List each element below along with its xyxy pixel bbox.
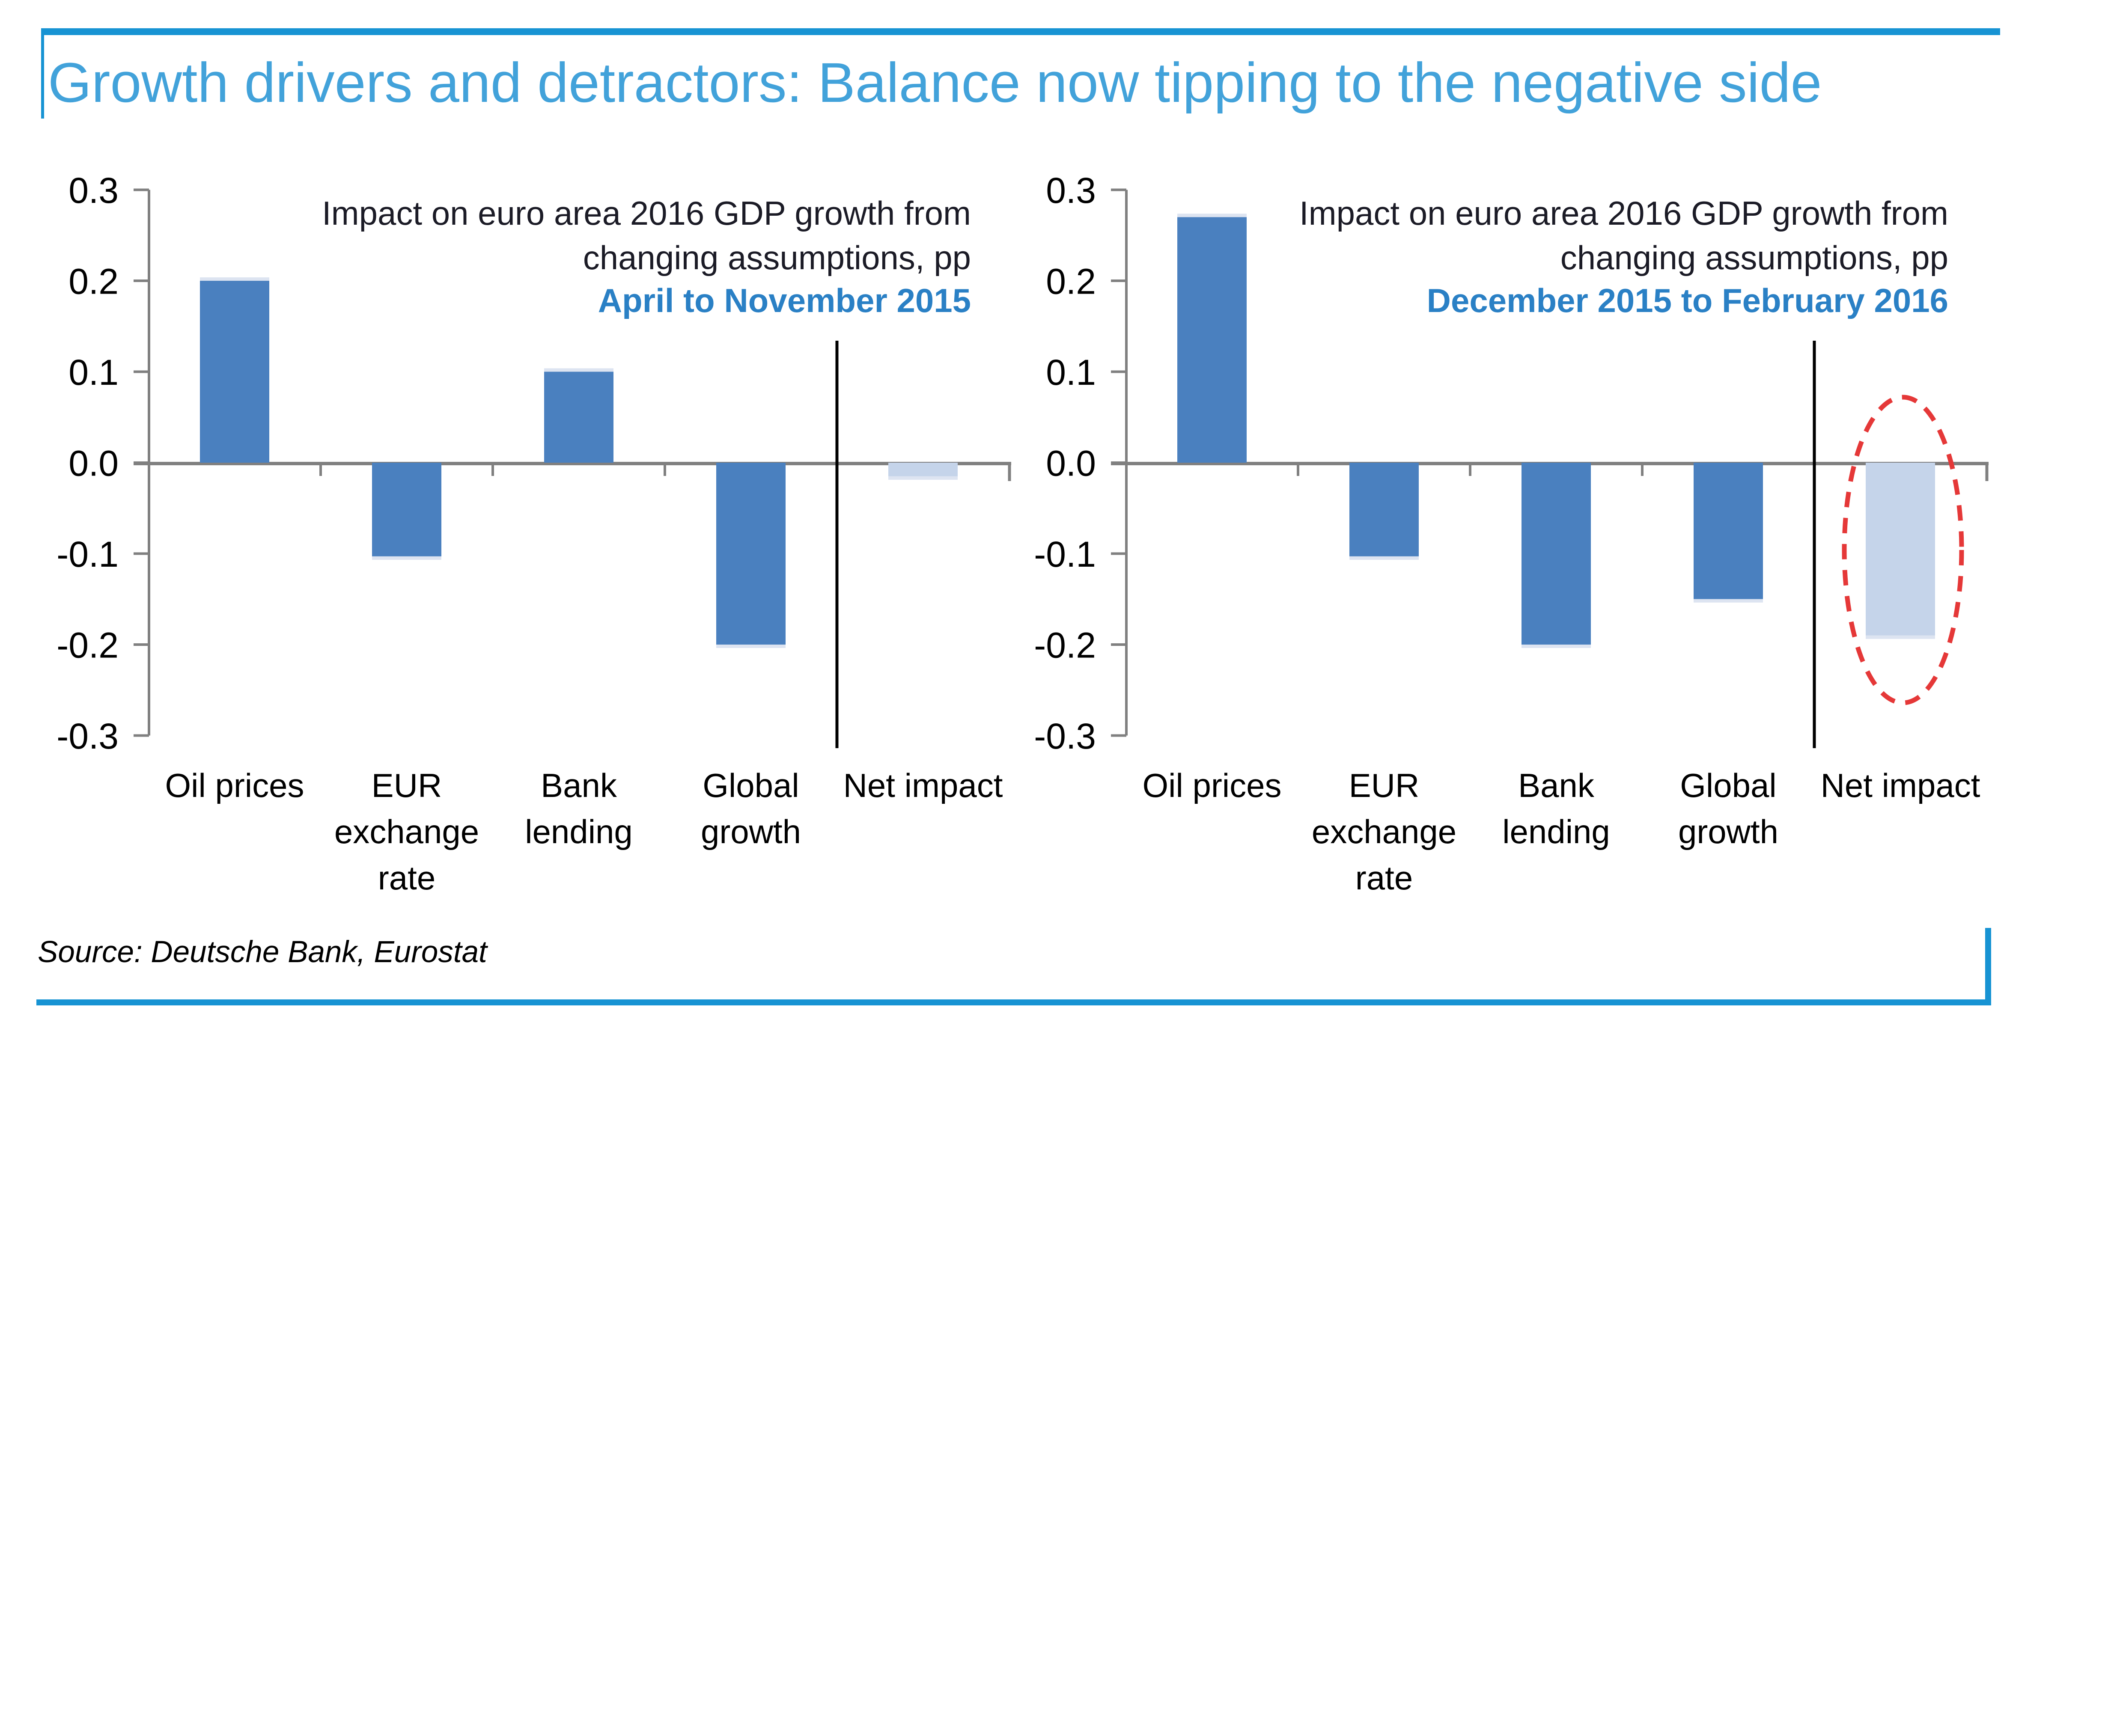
svg-text:0.3: 0.3 — [1046, 170, 1096, 211]
svg-text:rate: rate — [378, 859, 435, 897]
svg-text:Impact on euro area 2016 GDP g: Impact on euro area 2016 GDP growth from — [322, 194, 971, 232]
svg-text:0.0: 0.0 — [1046, 443, 1096, 484]
svg-text:Bank: Bank — [541, 767, 617, 804]
svg-text:Bank: Bank — [1518, 767, 1595, 804]
svg-text:growth: growth — [1678, 813, 1778, 850]
svg-text:Growth drivers and detractors:: Growth drivers and detractors: Balance n… — [48, 51, 1822, 114]
svg-text:April to November 2015: April to November 2015 — [598, 282, 971, 319]
svg-text:Net impact: Net impact — [1821, 767, 1980, 804]
svg-text:EUR: EUR — [372, 767, 442, 804]
svg-text:EUR: EUR — [1349, 767, 1420, 804]
svg-text:exchange: exchange — [1312, 813, 1456, 850]
svg-text:lending: lending — [525, 813, 633, 850]
svg-text:-0.2: -0.2 — [1034, 625, 1096, 666]
svg-text:Oil prices: Oil prices — [165, 767, 304, 804]
svg-text:growth: growth — [701, 813, 801, 850]
svg-text:Oil prices: Oil prices — [1142, 767, 1281, 804]
svg-text:Source: Deutsche Bank, Eurosta: Source: Deutsche Bank, Eurostat — [38, 935, 488, 969]
svg-text:Global: Global — [1680, 767, 1776, 804]
svg-text:0.3: 0.3 — [68, 170, 119, 211]
svg-text:-0.2: -0.2 — [57, 625, 119, 666]
svg-text:rate: rate — [1355, 859, 1413, 897]
svg-text:changing assumptions, pp: changing assumptions, pp — [583, 239, 971, 276]
svg-text:December 2015 to February 2016: December 2015 to February 2016 — [1427, 282, 1948, 319]
svg-text:0.0: 0.0 — [68, 443, 119, 484]
svg-text:0.2: 0.2 — [1046, 262, 1096, 302]
svg-text:-0.3: -0.3 — [57, 716, 119, 756]
svg-text:0.2: 0.2 — [68, 262, 119, 302]
svg-text:Impact on euro area 2016 GDP g: Impact on euro area 2016 GDP growth from — [1299, 194, 1948, 232]
svg-text:lending: lending — [1502, 813, 1610, 850]
svg-text:0.1: 0.1 — [68, 352, 119, 392]
svg-text:-0.1: -0.1 — [1034, 534, 1096, 574]
svg-text:changing assumptions, pp: changing assumptions, pp — [1560, 239, 1948, 276]
svg-text:Global: Global — [703, 767, 799, 804]
svg-text:0.1: 0.1 — [1046, 352, 1096, 392]
svg-text:Net impact: Net impact — [843, 767, 1003, 804]
svg-text:-0.1: -0.1 — [57, 534, 119, 574]
svg-text:-0.3: -0.3 — [1034, 716, 1096, 756]
svg-text:exchange: exchange — [334, 813, 479, 850]
